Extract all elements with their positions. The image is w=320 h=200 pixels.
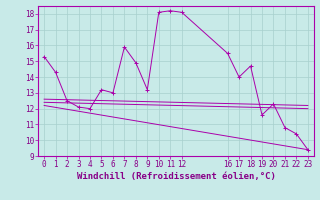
X-axis label: Windchill (Refroidissement éolien,°C): Windchill (Refroidissement éolien,°C): [76, 172, 276, 181]
